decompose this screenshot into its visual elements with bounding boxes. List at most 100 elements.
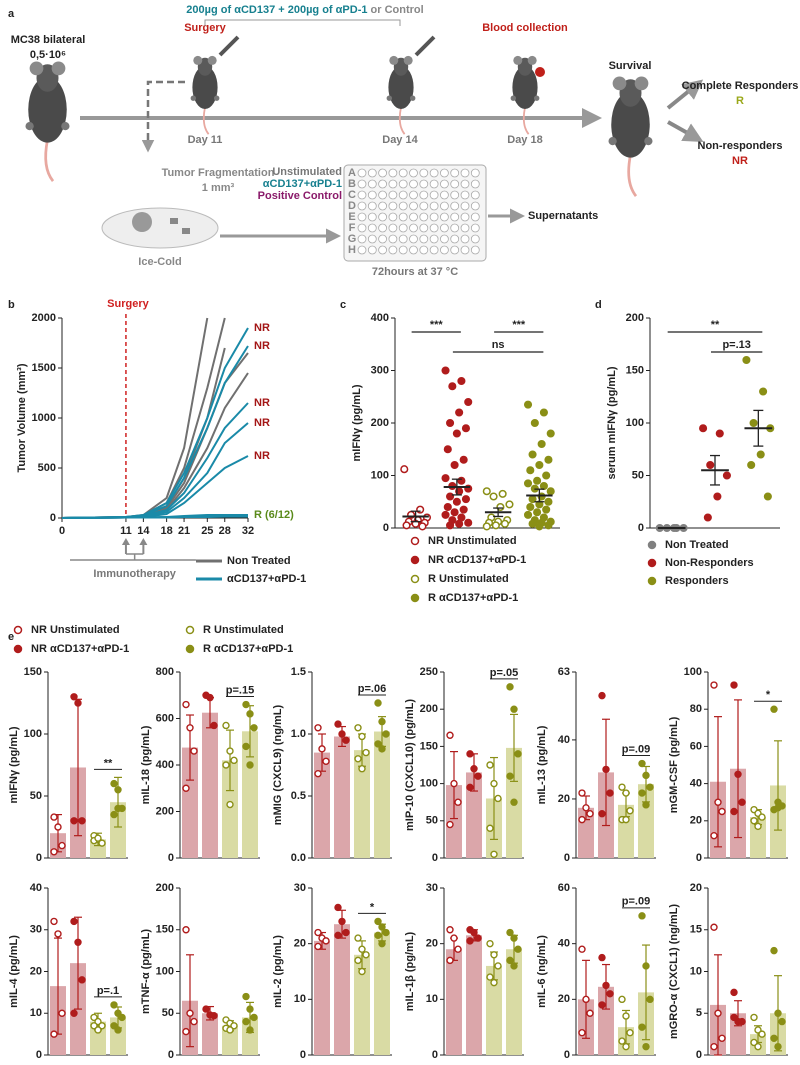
data-point (374, 931, 382, 940)
legend-label: R αCD137+αPD-1 (428, 592, 518, 604)
data-point (182, 1027, 190, 1036)
data-point (539, 408, 548, 417)
bar (506, 949, 522, 1055)
well (439, 179, 449, 189)
data-point (222, 721, 230, 730)
data-point (114, 786, 122, 794)
data-point (742, 355, 751, 365)
well (398, 234, 408, 244)
y-axis-label: mIFNγ (pg/mL) (8, 726, 20, 803)
data-point (474, 772, 482, 780)
data-point (441, 510, 450, 519)
well (419, 245, 429, 255)
bar (750, 817, 766, 858)
legend-label: Non Treated (665, 539, 729, 551)
y-axis-label: mIL-1β (pg/mL) (404, 931, 416, 1011)
data-point (622, 1012, 630, 1020)
well (378, 212, 388, 222)
data-point (452, 497, 461, 506)
data-point (110, 810, 118, 819)
well (460, 234, 470, 244)
data-point (454, 798, 462, 806)
syringe (414, 35, 436, 57)
data-point (486, 939, 494, 948)
data-point (186, 1009, 194, 1017)
data-point (510, 705, 518, 713)
well (439, 190, 449, 200)
well (388, 168, 398, 178)
y-tick-label: 40 (558, 734, 570, 746)
syringe (218, 35, 240, 57)
surgery-label: Surgery (184, 22, 226, 34)
day-label: Day 11 (188, 134, 223, 146)
data-point (118, 804, 126, 813)
data-point (378, 745, 386, 753)
data-point (58, 841, 66, 850)
y-tick-label: 100 (24, 728, 42, 740)
well (409, 212, 418, 222)
well (419, 223, 429, 233)
y-tick-label: 0 (36, 1049, 42, 1061)
data-point (535, 460, 544, 470)
y-tick-label: 0 (383, 522, 389, 534)
y-tick-label: 100 (684, 666, 702, 678)
y-axis-label: mIL-13 (pg/mL) (536, 725, 548, 804)
plate-row-label: G (348, 233, 357, 245)
y-tick-label: 50 (30, 790, 42, 802)
data-point (374, 740, 382, 748)
data-point (542, 471, 551, 480)
line-label: NR (254, 417, 270, 429)
data-point (544, 455, 553, 464)
data-point (446, 492, 455, 501)
data-point (246, 1026, 254, 1034)
data-point (182, 926, 190, 934)
well (388, 179, 398, 189)
data-point (222, 761, 230, 769)
data-point (182, 784, 190, 792)
data-point (190, 747, 198, 755)
data-point (578, 1029, 586, 1037)
data-point (358, 945, 366, 953)
legend-label: NR Unstimulated (31, 624, 120, 636)
significance-label: p=.06 (358, 683, 386, 695)
well (388, 190, 398, 200)
blood-drop (535, 67, 545, 77)
y-axis-label: mGRO-α (CXCL1) (ng/mL) (668, 904, 680, 1039)
well (388, 245, 398, 255)
data-point (754, 822, 762, 831)
data-point (441, 366, 450, 375)
data-point (202, 1005, 210, 1013)
data-point (314, 769, 322, 778)
y-axis-label: mIP-10 (CXCL10) (pg/mL) (404, 699, 416, 831)
y-tick-label: 20 (558, 993, 570, 1005)
data-point (342, 736, 350, 744)
data-point (461, 424, 471, 433)
significance-label: p=.1 (97, 985, 119, 997)
data-point (642, 1042, 650, 1051)
y-tick-label: 250 (420, 666, 438, 678)
data-point (578, 815, 586, 824)
data-point (334, 931, 342, 940)
data-point (464, 518, 473, 527)
significance-label: p=.13 (722, 339, 750, 351)
data-point (582, 995, 590, 1004)
bar (334, 924, 350, 1055)
well (409, 201, 418, 211)
data-point (602, 981, 610, 990)
treatment-bracket (204, 19, 401, 26)
well (357, 245, 367, 255)
well (460, 168, 470, 178)
data-point (98, 839, 106, 847)
y-tick-label: 40 (558, 938, 570, 950)
y-axis-label: mIL-2 (pg/mL) (272, 935, 284, 1008)
mouse (189, 55, 221, 136)
data-point (466, 750, 474, 758)
data-point (446, 956, 454, 965)
arrow (666, 79, 704, 110)
well (429, 190, 439, 200)
y-tick-label: 60 (690, 740, 702, 752)
line-label: R (6/12) (254, 509, 294, 521)
well (450, 234, 460, 244)
y-tick-label: 100 (371, 469, 389, 481)
y-tick-label: 200 (420, 703, 438, 715)
